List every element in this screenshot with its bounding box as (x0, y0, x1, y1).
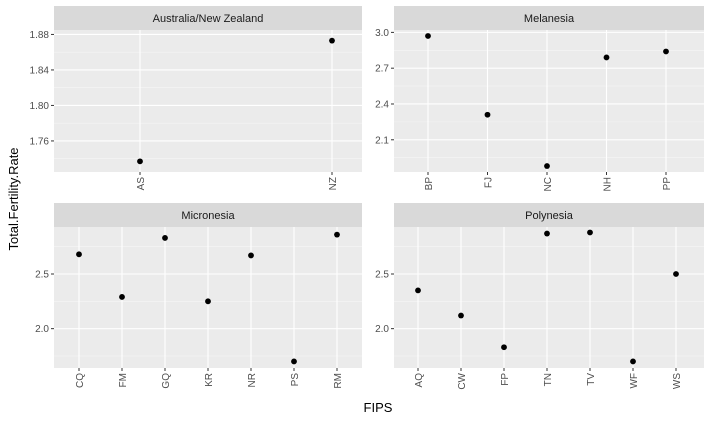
facet-strip (54, 203, 362, 227)
data-point (162, 235, 168, 241)
plot-panel-background (394, 227, 704, 368)
data-point (501, 344, 507, 351)
y-tick-label: 1.76 (30, 136, 50, 147)
y-tick-label: 2.0 (375, 324, 389, 335)
data-point (603, 54, 610, 61)
plot-panel-background (394, 30, 704, 172)
data-point (205, 298, 211, 305)
y-tick-label: 2.0 (35, 324, 49, 335)
data-point (544, 230, 550, 237)
facet-strip (54, 6, 362, 30)
x-tick-label: RM (333, 373, 344, 389)
data-point (334, 231, 340, 238)
x-tick-label: NR (247, 373, 258, 387)
data-point (587, 229, 593, 236)
y-tick-label: 2.4 (375, 99, 389, 110)
data-point (248, 252, 254, 259)
x-tick-label: CQ (75, 373, 86, 388)
data-point (673, 271, 679, 277)
x-tick-label: FJ (484, 177, 495, 188)
data-point (415, 287, 421, 294)
x-tick-label: PS (290, 373, 301, 387)
x-tick-label: GQ (161, 373, 172, 389)
x-tick-label: AQ (414, 373, 425, 388)
data-point (544, 163, 550, 169)
facet-panel: Micronesia 2.0 2.5 CQ FM GQ KR NR PS RM (35, 203, 362, 389)
x-axis-title: FIPS (364, 400, 393, 415)
data-point (458, 312, 464, 319)
y-tick-label: 3.0 (375, 28, 389, 39)
data-point (484, 111, 491, 118)
x-tick-label: NC (543, 177, 554, 191)
x-tick-label: TV (586, 373, 597, 386)
plot-panel-background (54, 30, 362, 172)
x-tick-label: WF (629, 373, 640, 389)
data-point (137, 158, 143, 165)
x-tick-label: AS (136, 177, 147, 191)
y-tick-label: 1.80 (30, 101, 50, 112)
y-tick-label: 2.7 (375, 64, 389, 75)
data-point (425, 33, 431, 39)
x-tick-label: NH (603, 177, 614, 191)
data-point (630, 358, 636, 365)
x-tick-label: PP (662, 177, 673, 191)
x-tick-label: FM (118, 373, 129, 387)
x-tick-label: FP (500, 373, 511, 386)
y-tick-label: 2.1 (375, 135, 389, 146)
facet-strip (394, 6, 704, 30)
facet-strip-label: Polynesia (525, 210, 574, 222)
y-tick-label: 1.88 (30, 30, 50, 41)
x-tick-label: NZ (328, 177, 339, 190)
facet-panel: Polynesia 2.0 2.5 AQ CW FP TN TV WF WS (375, 203, 704, 390)
data-point (663, 48, 669, 55)
y-tick-label: 2.5 (35, 270, 49, 281)
y-tick-label: 1.84 (30, 65, 50, 76)
facet-panel: Melanesia 2.1 2.4 2.7 3.0 BP FJ NC NH PP (375, 6, 704, 191)
x-tick-label: CW (457, 372, 468, 389)
facet-strip (394, 203, 704, 227)
data-point (329, 37, 335, 44)
data-point (119, 294, 125, 300)
x-tick-label: BP (424, 177, 435, 191)
facet-strip-label: Melanesia (524, 13, 575, 25)
facet-strip-label: Micronesia (181, 210, 235, 222)
facet-strip-label: Australia/New Zealand (153, 13, 264, 25)
facet-panel: Australia/New Zealand 1.76 1.80 1.84 1.88 AS N… (30, 6, 362, 190)
data-point (76, 251, 82, 258)
data-point (291, 358, 297, 365)
x-tick-label: TN (543, 373, 554, 386)
y-axis-title: Total.Fertility.Rate (6, 147, 21, 250)
x-tick-label: WS (672, 373, 683, 389)
x-tick-label: KR (204, 373, 215, 387)
panels-layer: Australia/New Zealand 1.76 1.80 1.84 1.88 AS N… (30, 6, 704, 390)
y-tick-label: 2.5 (375, 270, 389, 281)
